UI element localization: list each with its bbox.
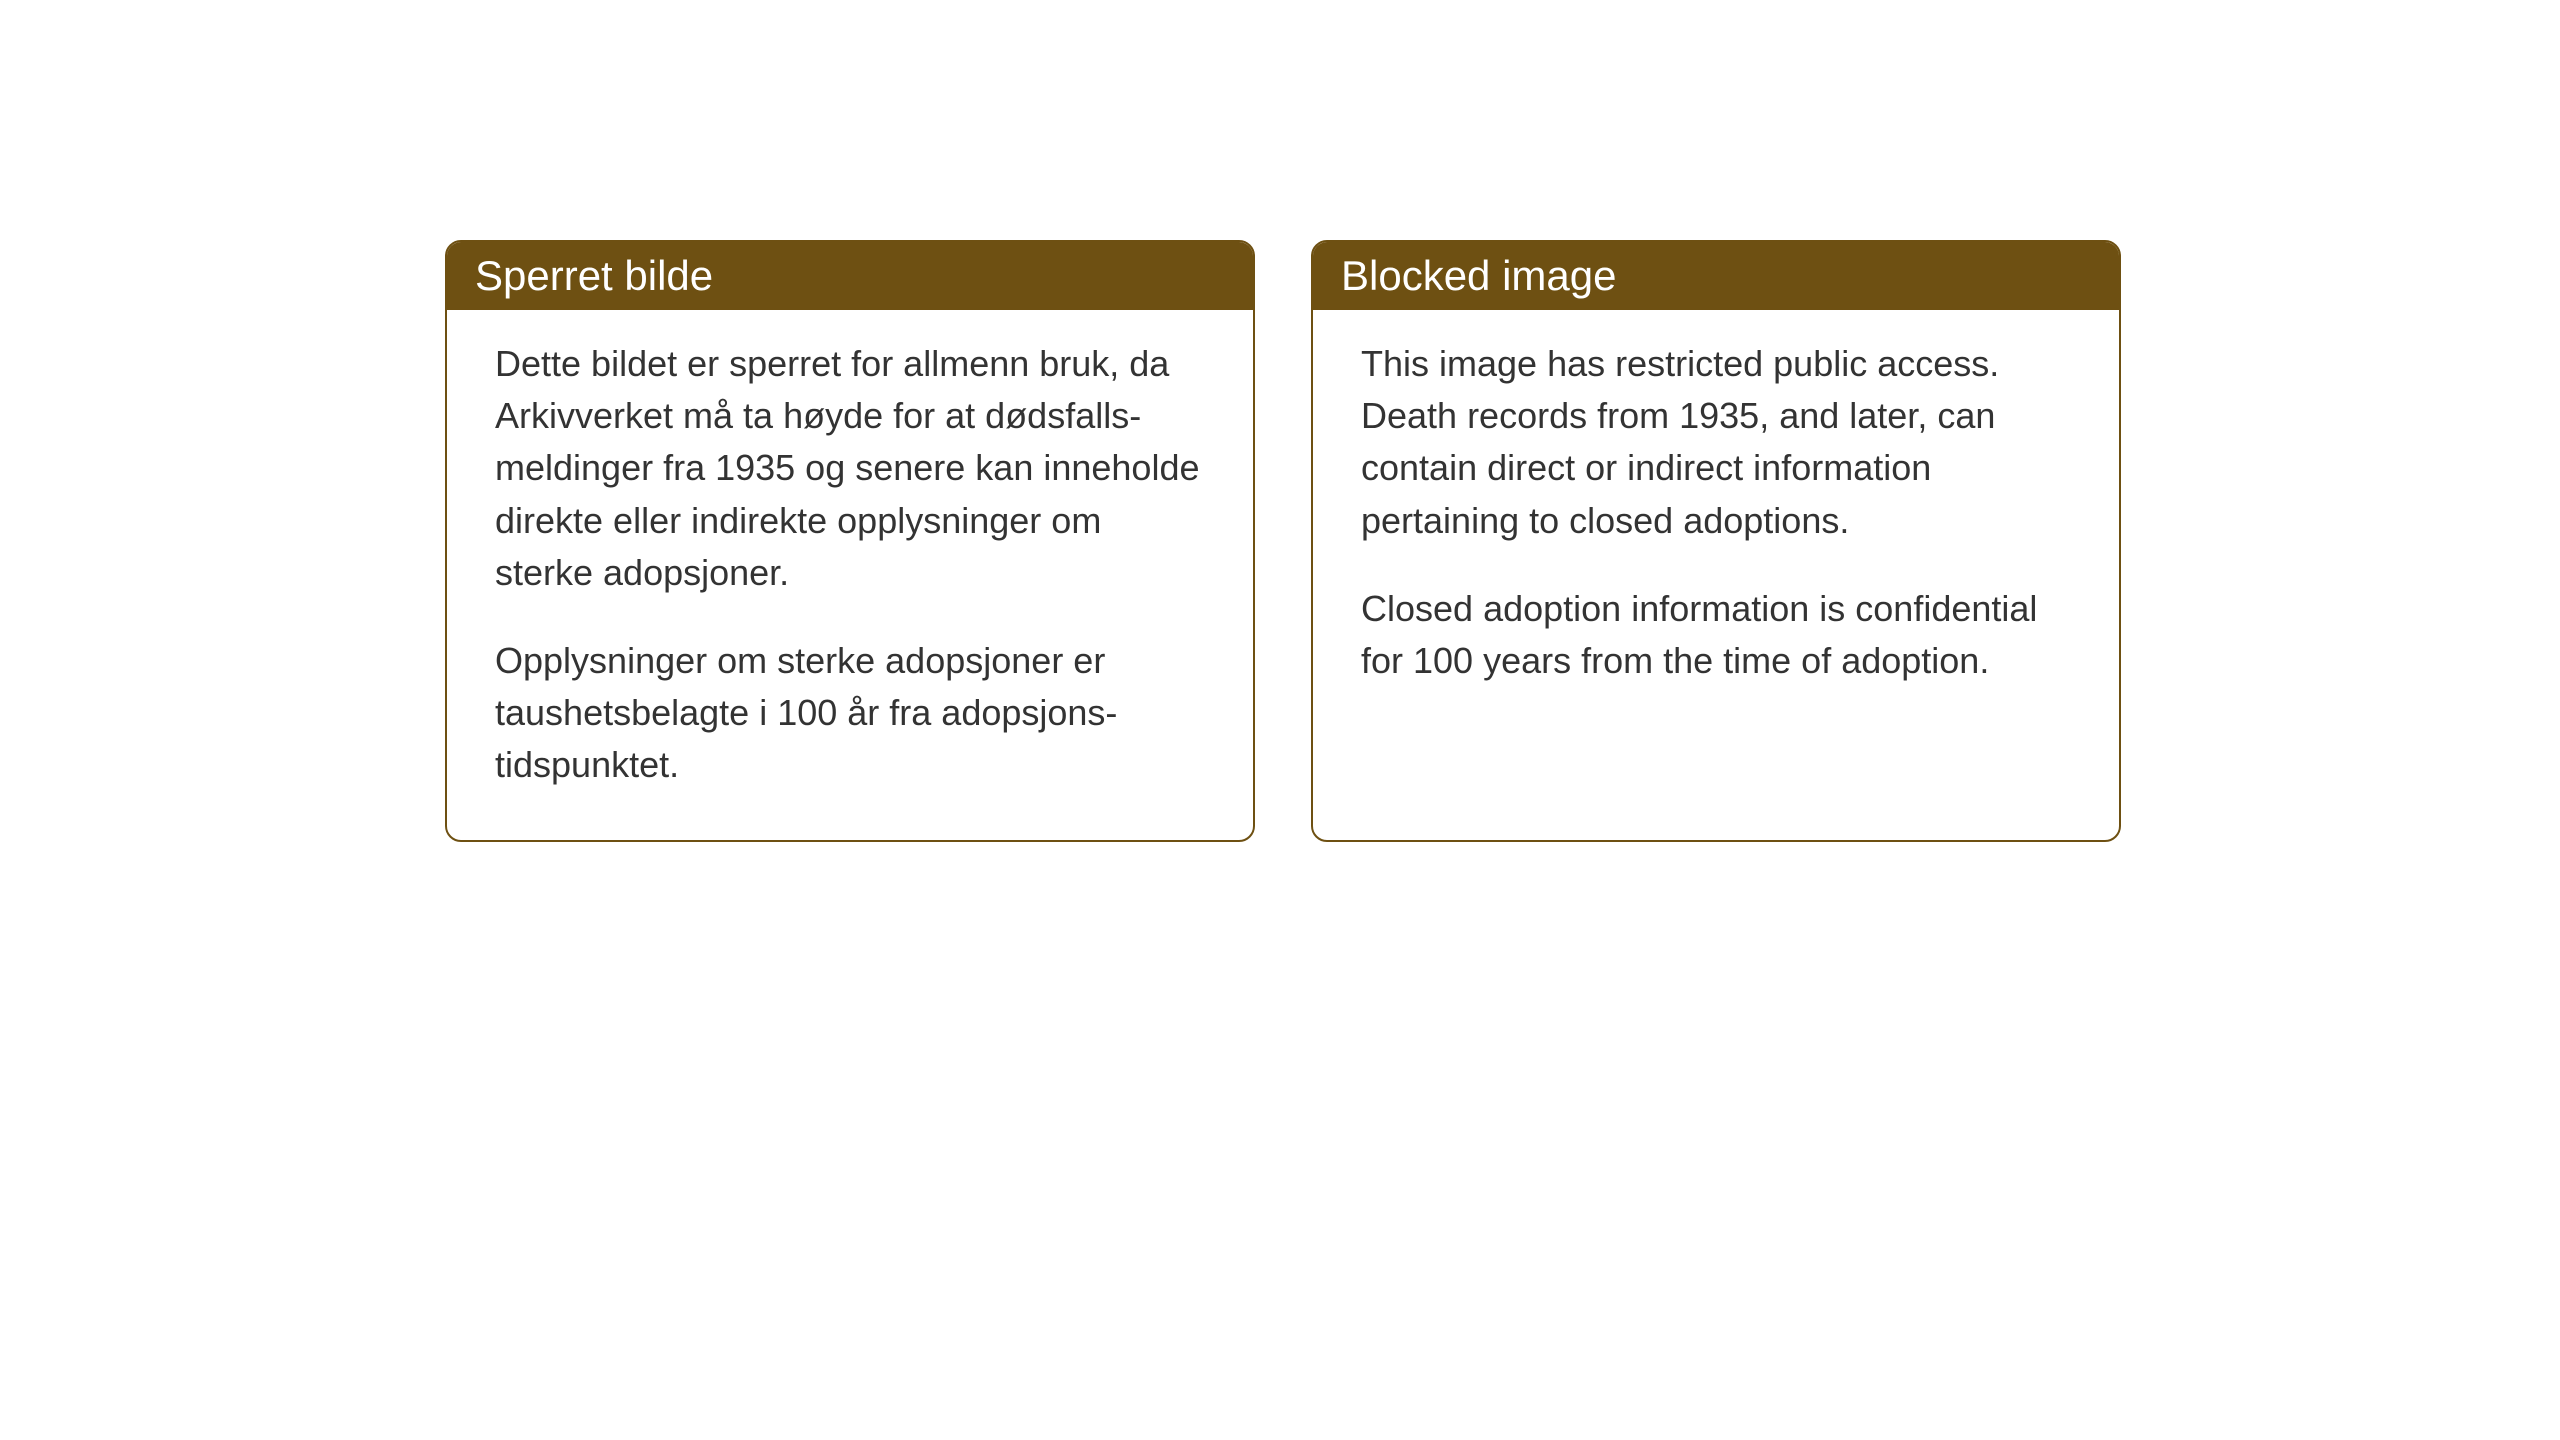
- paragraph-text: Dette bildet er sperret for allmenn bruk…: [495, 338, 1205, 599]
- paragraph-text: Closed adoption information is confident…: [1361, 583, 2071, 687]
- card-header-english: Blocked image: [1313, 242, 2119, 310]
- paragraph-text: Opplysninger om sterke adopsjoner er tau…: [495, 635, 1205, 792]
- card-header-norwegian: Sperret bilde: [447, 242, 1253, 310]
- card-body-norwegian: Dette bildet er sperret for allmenn bruk…: [447, 310, 1253, 840]
- notice-card-english: Blocked image This image has restricted …: [1311, 240, 2121, 842]
- notice-cards-container: Sperret bilde Dette bildet er sperret fo…: [445, 240, 2121, 842]
- card-body-english: This image has restricted public access.…: [1313, 310, 2119, 735]
- paragraph-text: This image has restricted public access.…: [1361, 338, 2071, 547]
- notice-card-norwegian: Sperret bilde Dette bildet er sperret fo…: [445, 240, 1255, 842]
